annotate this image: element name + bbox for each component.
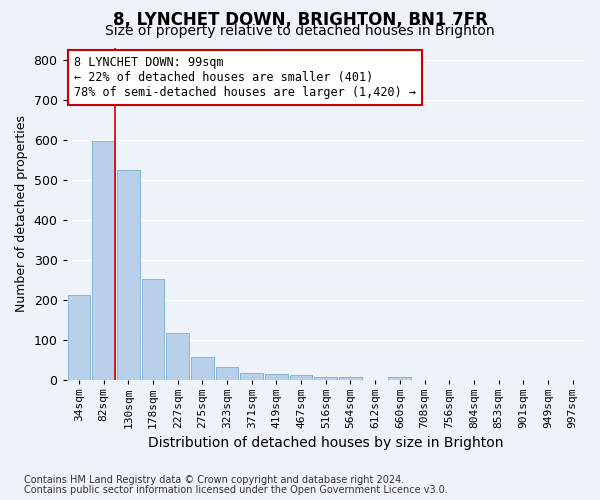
Bar bbox=[68, 295, 90, 380]
X-axis label: Distribution of detached houses by size in Brighton: Distribution of detached houses by size … bbox=[148, 436, 503, 450]
Text: Contains public sector information licensed under the Open Government Licence v3: Contains public sector information licen… bbox=[24, 485, 448, 495]
Y-axis label: Number of detached properties: Number of detached properties bbox=[15, 116, 28, 312]
Bar bbox=[290, 374, 313, 380]
Bar bbox=[166, 333, 189, 380]
Bar bbox=[339, 376, 362, 380]
Bar bbox=[142, 279, 164, 380]
Text: 8 LYNCHET DOWN: 99sqm
← 22% of detached houses are smaller (401)
78% of semi-det: 8 LYNCHET DOWN: 99sqm ← 22% of detached … bbox=[74, 56, 416, 99]
Text: Contains HM Land Registry data © Crown copyright and database right 2024.: Contains HM Land Registry data © Crown c… bbox=[24, 475, 404, 485]
Bar bbox=[241, 374, 263, 380]
Bar bbox=[117, 170, 140, 380]
Bar bbox=[92, 140, 115, 380]
Bar bbox=[314, 377, 337, 380]
Bar bbox=[388, 376, 411, 380]
Text: Size of property relative to detached houses in Brighton: Size of property relative to detached ho… bbox=[105, 24, 495, 38]
Bar bbox=[265, 374, 288, 380]
Bar bbox=[191, 357, 214, 380]
Text: 8, LYNCHET DOWN, BRIGHTON, BN1 7FR: 8, LYNCHET DOWN, BRIGHTON, BN1 7FR bbox=[113, 11, 487, 29]
Bar bbox=[215, 367, 238, 380]
